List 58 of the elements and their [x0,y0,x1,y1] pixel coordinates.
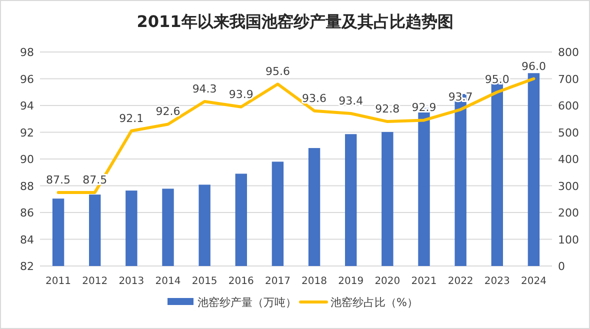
y2-tick-label: 600 [558,100,579,112]
data-label: 93.6 [302,92,327,105]
bar [235,174,247,266]
chart-title: 2011年以来我国池窑纱产量及其占比趋势图 [136,12,454,31]
y-tick-label: 86 [20,206,34,220]
y-tick-label: 94 [20,100,34,112]
data-label: 96.0 [521,60,546,73]
data-label: 92.8 [375,102,400,116]
y-tick-label: 96 [20,72,34,86]
x-tick-label: 2018 [302,276,328,287]
x-tick-label: 2012 [82,276,108,287]
bar [345,134,357,266]
x-tick-label: 2023 [484,276,510,287]
y-tick-label: 84 [20,233,34,246]
y-tick-label: 82 [20,260,34,273]
bar [308,148,320,266]
x-tick-label: 2024 [520,276,546,287]
y2-tick-label: 400 [558,153,579,166]
x-tick-label: 2015 [192,276,218,287]
x-tick-label: 2013 [118,276,144,287]
y2-tick-label: 200 [558,206,579,220]
bar [89,194,101,266]
x-tick-label: 2020 [374,276,400,287]
x-tick-label: 2017 [264,276,290,287]
data-label: 94.3 [192,82,217,96]
data-label: 92.6 [156,105,180,118]
bar [126,190,138,266]
data-label: 92.1 [119,112,144,125]
bar [52,198,64,266]
data-label: 95.0 [484,73,510,86]
x-tick-label: 2011 [46,276,72,287]
x-tick-label: 2016 [228,276,254,287]
x-tick-label: 2014 [155,276,181,287]
y2-tick-label: 800 [558,46,579,59]
y-tick-label: 92 [20,126,34,140]
legend-label: 池窑纱产量（万吨） [198,296,296,309]
y-tick-label: 90 [20,153,34,166]
y-tick-label: 88 [20,180,34,193]
y2-tick-label: 500 [558,126,579,140]
x-tick-label: 2021 [411,276,437,287]
bar [272,162,284,266]
y2-tick-label: 300 [558,180,579,193]
bar [382,132,394,266]
data-label: 87.5 [46,173,71,186]
x-tick-label: 2022 [448,276,474,287]
data-label: 95.6 [265,65,290,78]
data-label: 93.4 [338,94,364,108]
bar [162,188,174,266]
legend-label: 池窑纱占比（%） [330,296,418,309]
y2-tick-label: 100 [558,233,579,246]
data-label: 92.9 [412,101,436,114]
y2-tick-label: 700 [558,72,579,86]
data-label: 93.9 [228,88,254,101]
bar [528,73,540,266]
y-tick-label: 98 [20,46,34,59]
y2-tick-label: 0 [558,260,565,273]
x-tick-label: 2019 [338,276,364,287]
bar [198,184,210,266]
